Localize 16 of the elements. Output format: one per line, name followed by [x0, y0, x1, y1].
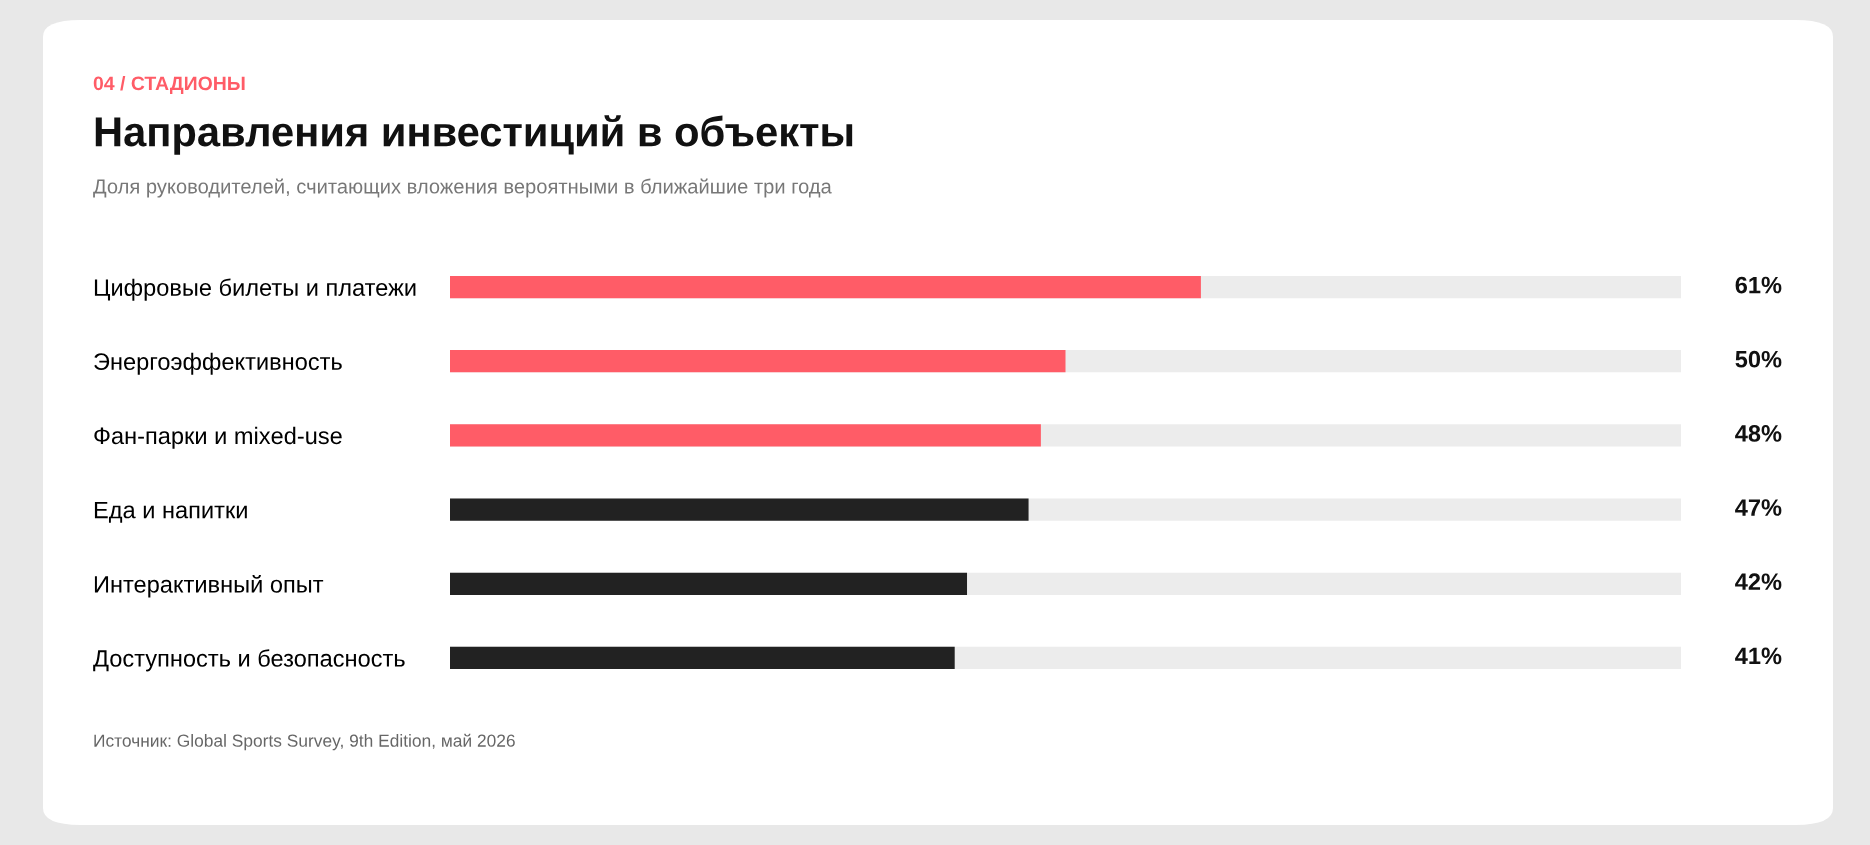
data-label: 47%	[1735, 499, 1782, 516]
y-tick-label: Фан-парки и mixed-use	[94, 426, 342, 449]
y-tick-label: Доступность и безопасность	[93, 649, 405, 672]
text: Доля руководителей, считающих вложения вероятными в ближайшие три года	[93, 178, 832, 198]
y-tick-label: Цифровые билеты и платежи	[94, 278, 416, 301]
text: 04 / СТАДИОНЫ	[93, 75, 245, 94]
data-label: 42%	[1735, 573, 1782, 591]
y-tick-label: Энергоэффективность	[94, 352, 342, 375]
y-tick-label: Интерактивный опыт	[94, 574, 324, 598]
text: Источник: Global Sports Survey, 9th Edition, май 2026	[94, 733, 515, 751]
data-label: 48%	[1735, 425, 1782, 442]
data-label: 50%	[1735, 350, 1782, 368]
y-tick-label: Еда и напитки	[94, 501, 247, 523]
chart-title: Направления инвестиций в объекты	[95, 115, 853, 155]
data-label: 41%	[1735, 647, 1782, 665]
data-label: 61%	[1735, 276, 1782, 294]
